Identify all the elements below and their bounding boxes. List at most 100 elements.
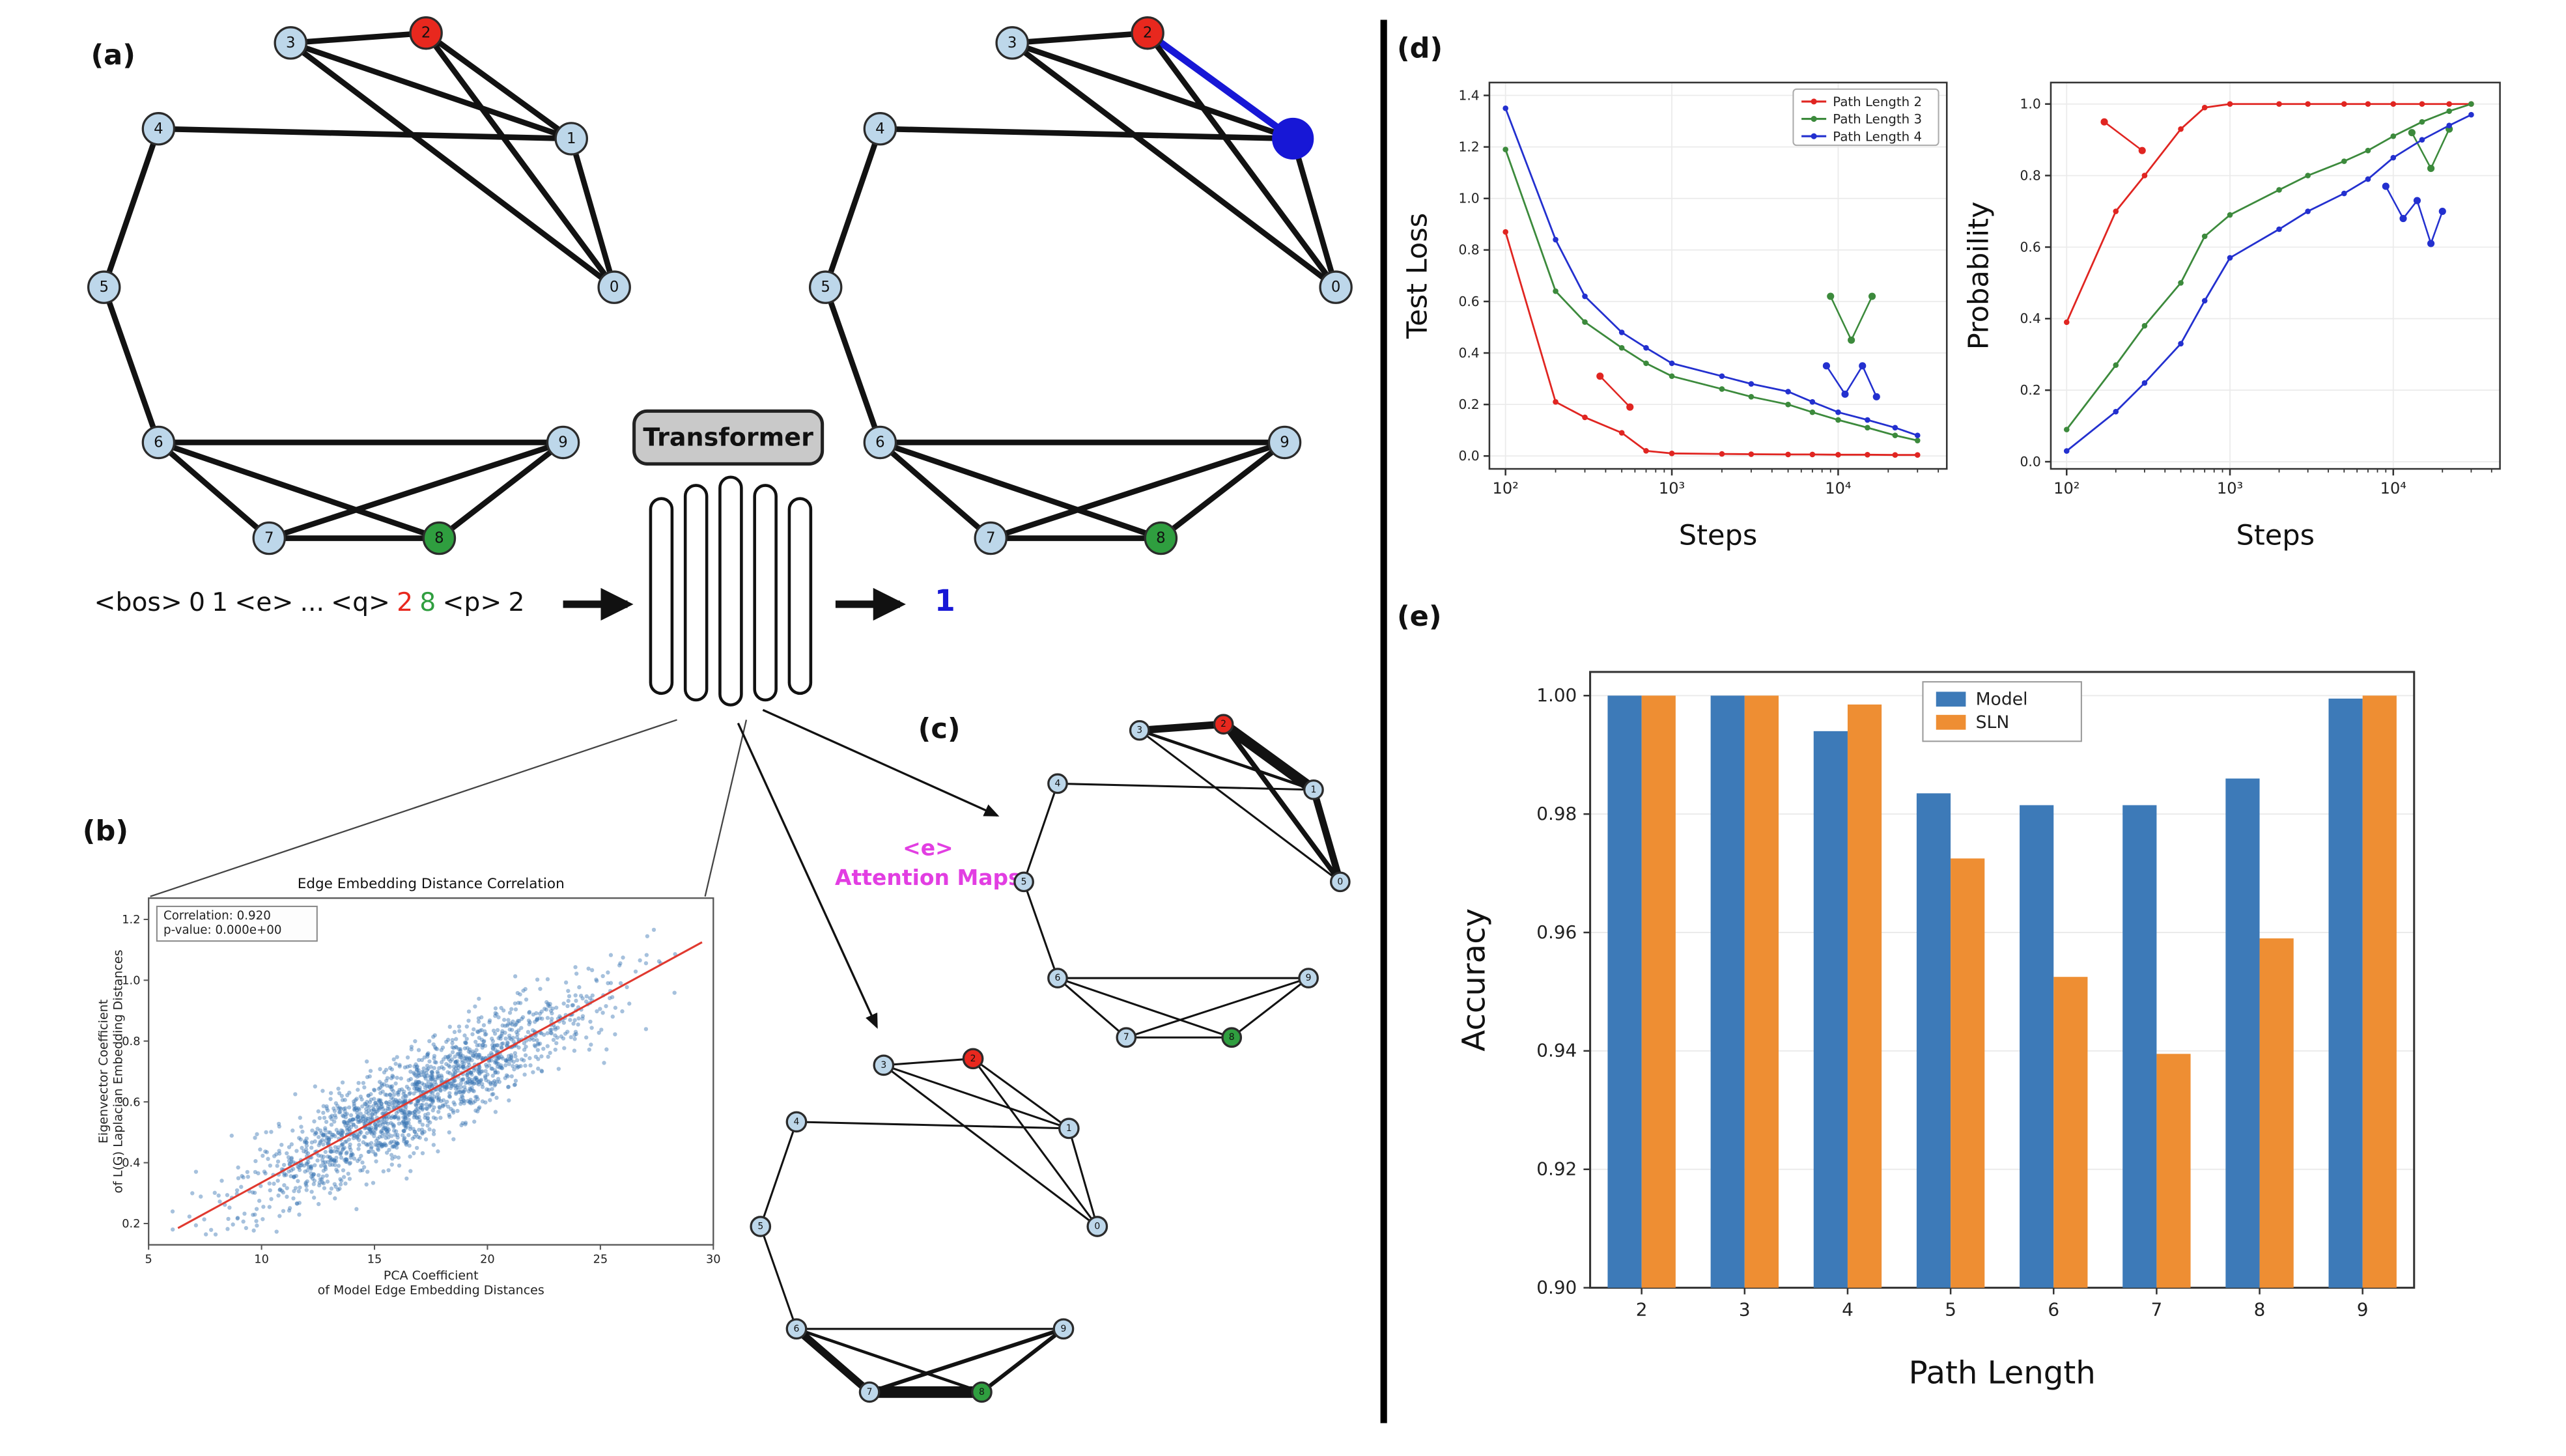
attention-caption-token: <e> [903, 837, 953, 862]
svg-text:9: 9 [1280, 434, 1290, 451]
svg-text:1.0: 1.0 [1458, 191, 1479, 206]
svg-text:4: 4 [1842, 1299, 1854, 1321]
svg-text:0.98: 0.98 [1536, 803, 1577, 824]
svg-text:6: 6 [794, 1324, 800, 1334]
svg-text:3: 3 [1136, 725, 1142, 736]
svg-text:5: 5 [821, 279, 830, 296]
accuracy-bar-chart: 0.90 0.92 0.94 0.96 0.98 1.00 2 3 4 5 6 7 8 9 ModelSLN… [1456, 671, 2416, 1392]
svg-text:10²: 10² [1493, 479, 1519, 497]
svg-text:of Model Edge Embedding Distan: of Model Edge Embedding Distances [318, 1283, 544, 1298]
svg-text:9: 9 [1061, 1324, 1067, 1334]
svg-text:0: 0 [1094, 1221, 1100, 1231]
svg-text:0.4: 0.4 [1458, 345, 1479, 361]
svg-text:0.94: 0.94 [1536, 1040, 1577, 1061]
svg-text:10⁴: 10⁴ [1825, 479, 1851, 497]
panel-c-label: (c) [918, 713, 961, 747]
svg-text:3: 3 [1739, 1299, 1751, 1321]
svg-text:7: 7 [867, 1387, 873, 1397]
transformer-box: Transformer [632, 409, 825, 466]
svg-text:1.0: 1.0 [2020, 96, 2041, 112]
svg-text:3: 3 [1008, 35, 1017, 51]
svg-text:0.8: 0.8 [2020, 167, 2041, 183]
svg-text:Steps: Steps [2236, 520, 2315, 552]
svg-text:Eigenvector Coefficient: Eigenvector Coefficient [96, 1000, 111, 1143]
test-loss-chart: 0.0 0.2 0.4 0.6 0.8 1.0 1.2 1.4 10² 10³ 10⁴ Path Le… [1402, 81, 1948, 552]
svg-text:6: 6 [154, 434, 163, 451]
transformer-label: Transformer [643, 423, 813, 453]
svg-text:0.96: 0.96 [1536, 921, 1577, 943]
svg-text:9: 9 [558, 434, 568, 451]
attention-graph-top: 0 1 2 3 4 5 6 7 8 9 [1013, 714, 1351, 1048]
sequence-token: <q> [331, 587, 390, 618]
attention-caption: <e> Attention Maps [823, 835, 1034, 893]
svg-text:4: 4 [154, 120, 163, 137]
svg-text:Path Length 2: Path Length 2 [1833, 94, 1922, 109]
svg-text:0: 0 [1331, 279, 1341, 296]
svg-text:2: 2 [421, 25, 431, 42]
svg-text:Test Loss: Test Loss [1402, 213, 1434, 339]
svg-text:10²: 10² [2053, 479, 2080, 497]
svg-text:3: 3 [286, 35, 296, 51]
scatter-plot-b: 5 10 15 20 25 30 0.2 0.4 0.6 0.8 1.0 1.2 Edge Embedd… [96, 876, 721, 1298]
svg-text:Accuracy: Accuracy [1456, 908, 1492, 1052]
svg-text:Path Length: Path Length [1909, 1355, 2096, 1392]
svg-text:8: 8 [979, 1387, 985, 1397]
panel-divider [1380, 20, 1387, 1423]
svg-text:10³: 10³ [1659, 479, 1685, 497]
input-graph: 0 1 2 3 4 5 6 7 8 9 [87, 16, 631, 555]
sequence-token: 0 [188, 587, 206, 618]
svg-text:3: 3 [881, 1060, 886, 1071]
svg-text:0.6: 0.6 [2020, 239, 2041, 255]
svg-text:of L(G) Laplacian Embedding Di: of L(G) Laplacian Embedding Distances [111, 949, 126, 1193]
svg-text:0.6: 0.6 [1458, 294, 1479, 309]
svg-text:Probability: Probability [1963, 202, 1995, 350]
svg-text:0.8: 0.8 [1458, 242, 1479, 258]
svg-text:7: 7 [264, 530, 274, 547]
svg-text:0.0: 0.0 [1458, 448, 1479, 464]
svg-text:5: 5 [99, 279, 109, 296]
sequence-token: <bos> [94, 587, 182, 618]
svg-text:8: 8 [1156, 530, 1166, 547]
attention-graph-bottom: 0 1 2 3 4 5 6 7 8 9 [750, 1048, 1108, 1403]
svg-text:7: 7 [986, 530, 996, 547]
svg-text:20: 20 [480, 1253, 495, 1267]
sequence-token: ... [300, 587, 325, 618]
svg-text:4: 4 [1055, 778, 1061, 789]
svg-text:25: 25 [593, 1253, 608, 1267]
svg-text:1.4: 1.4 [1458, 87, 1479, 103]
svg-text:9: 9 [2357, 1299, 2369, 1321]
svg-text:30: 30 [706, 1253, 721, 1267]
svg-text:0: 0 [1337, 876, 1343, 887]
svg-text:1.2: 1.2 [122, 914, 140, 927]
svg-text:4: 4 [875, 120, 885, 137]
svg-text:PCA Coefficient: PCA Coefficient [384, 1268, 479, 1283]
svg-text:4: 4 [794, 1117, 800, 1127]
svg-text:5: 5 [1945, 1299, 1956, 1321]
svg-text:p-value: 0.000e+00: p-value: 0.000e+00 [163, 923, 281, 937]
svg-text:6: 6 [875, 434, 885, 451]
svg-text:0.2: 0.2 [122, 1218, 140, 1231]
svg-text:Path Length 3: Path Length 3 [1833, 112, 1922, 127]
sequence-token: 8 [419, 587, 436, 618]
svg-text:7: 7 [2151, 1299, 2163, 1321]
svg-text:10: 10 [254, 1253, 269, 1267]
svg-text:15: 15 [367, 1253, 382, 1267]
svg-text:0.4: 0.4 [122, 1157, 140, 1170]
svg-text:2: 2 [970, 1054, 976, 1064]
sequence-token: 1 [212, 587, 229, 618]
svg-text:1.2: 1.2 [1458, 139, 1479, 154]
panel-a-label: (a) [91, 39, 135, 73]
svg-text:1.0: 1.0 [122, 974, 140, 987]
panel-e-label: (e) [1396, 600, 1442, 634]
svg-text:5: 5 [757, 1221, 763, 1231]
probability-chart: 0.0 0.2 0.4 0.6 0.8 1.0 10² 10³ 10⁴ Steps Probabil… [1963, 81, 2501, 552]
output-graph: 0 2 3 4 5 6 7 8 9 [808, 16, 1353, 555]
svg-text:0.2: 0.2 [1458, 397, 1479, 412]
svg-text:8: 8 [434, 530, 444, 547]
svg-text:0: 0 [610, 279, 619, 296]
svg-text:Correlation: 0.920: Correlation: 0.920 [163, 909, 271, 923]
svg-text:Steps: Steps [1679, 520, 1758, 552]
svg-text:0.92: 0.92 [1536, 1158, 1577, 1180]
sequence-token: <p> [442, 587, 502, 618]
